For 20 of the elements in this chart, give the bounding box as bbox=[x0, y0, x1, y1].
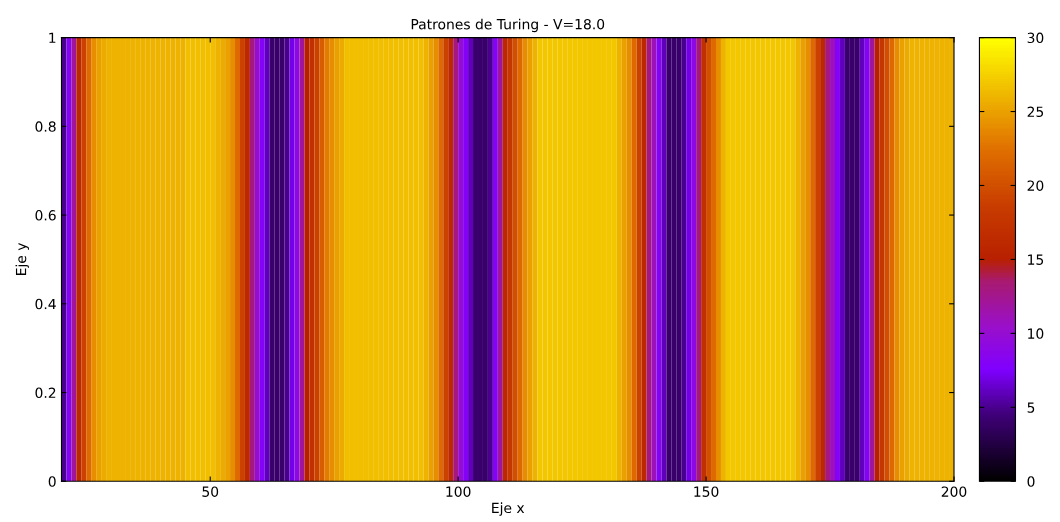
color-bar-label: 20 bbox=[1027, 180, 1044, 191]
x-tick-label: 200 bbox=[941, 486, 967, 497]
x-tick-label: 150 bbox=[694, 486, 719, 497]
color-bar-label: 0 bbox=[1027, 476, 1035, 487]
y-tick-label: 0.6 bbox=[35, 210, 56, 221]
y-tick-label: 0.2 bbox=[35, 387, 56, 399]
y-tick-label: 0.8 bbox=[35, 121, 56, 132]
x-axis-title: Eje x bbox=[492, 502, 525, 516]
chart-title: Patrones de Turing - V=18.0 bbox=[411, 18, 605, 33]
y-tick-label: 1 bbox=[49, 32, 56, 43]
color-bar-label: 5 bbox=[1027, 402, 1035, 413]
y-tick-label: 0.4 bbox=[35, 298, 56, 310]
y-axis-title: Eje y bbox=[15, 242, 29, 275]
y-tick-label: 0 bbox=[48, 476, 56, 487]
color-bar-label: 10 bbox=[1028, 328, 1044, 339]
x-tick-label: 50 bbox=[202, 486, 219, 497]
color-bar-label: 25 bbox=[1027, 106, 1044, 118]
color-bar-label: 15 bbox=[1028, 254, 1044, 265]
x-tick-label: 100 bbox=[446, 486, 471, 497]
color-bar-label: 30 bbox=[1027, 32, 1044, 44]
